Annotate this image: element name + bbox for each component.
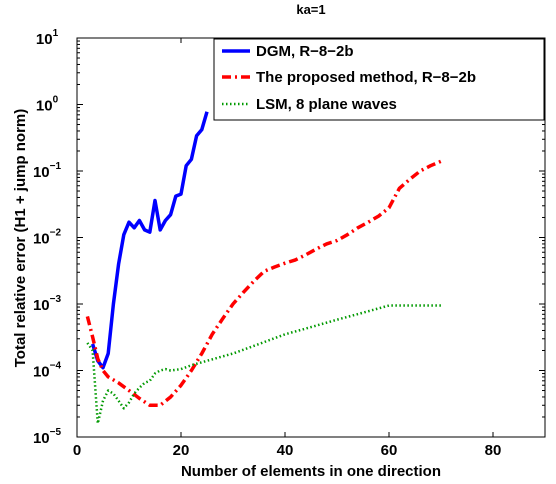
y-tick-label: 10−3 (33, 294, 62, 314)
y-tick-label: 10−5 (33, 427, 62, 447)
chart-title: ka=1 (296, 2, 325, 17)
legend-label-dgm: DGM, R−8−2b (256, 43, 354, 60)
x-tick-label: 0 (73, 442, 81, 459)
legend: DGM, R−8−2b The proposed method, R−8−2b … (214, 39, 544, 120)
x-tick-label: 40 (277, 442, 294, 459)
y-axis-label: Total relative error (H1 + jump norm) (12, 109, 29, 368)
y-tick-label: 100 (36, 95, 59, 115)
y-tick-labels: 10−5 10−4 10−3 10−2 10−1 100 101 (33, 28, 62, 447)
x-tick-labels: 0 20 40 60 80 (73, 442, 502, 459)
legend-label-lsm: LSM, 8 plane waves (256, 96, 397, 113)
x-tick-label: 60 (381, 442, 398, 459)
y-tick-label: 101 (36, 28, 59, 48)
legend-label-proposed: The proposed method, R−8−2b (256, 69, 476, 86)
y-tick-label: 10−2 (33, 228, 62, 248)
x-tick-label: 20 (173, 442, 190, 459)
y-tick-label: 10−1 (33, 161, 62, 181)
x-tick-label: 80 (485, 442, 502, 459)
y-tick-label: 10−4 (33, 361, 62, 381)
x-axis-label: Number of elements in one direction (181, 463, 441, 480)
